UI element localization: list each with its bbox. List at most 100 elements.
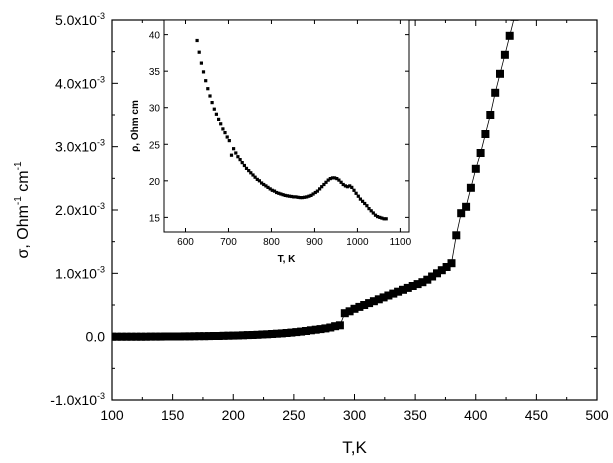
inset-data-point (294, 195, 298, 199)
y-tick-exponent: -3 (97, 138, 105, 148)
inset-data-point (330, 176, 335, 180)
main-data-point (239, 331, 247, 340)
inset-data-point (240, 161, 244, 165)
inset-data-point (251, 173, 255, 177)
y-tick-exponent: -3 (97, 11, 105, 21)
main-data-point (156, 332, 165, 341)
main-plot: 100 150 200 250 300 350 400 450 500-1.0x10-30.01… (13, 11, 609, 457)
inset-data-point (229, 153, 234, 157)
y-tick-label: 3.0x10-3 (55, 138, 105, 155)
y-tick-mantissa: 0.0 (86, 329, 106, 345)
inset-x-tick-label: 800 (263, 237, 280, 248)
inset-data-point (214, 112, 218, 116)
main-data-point (360, 301, 369, 309)
x-tick-label: 100 (100, 407, 124, 423)
main-data-point (437, 266, 446, 275)
inset-data-point (264, 184, 268, 188)
main-data-point (350, 304, 359, 313)
inset-data-point (303, 195, 307, 199)
inset-data-point (199, 61, 203, 65)
inset-data-point (335, 177, 339, 181)
inset-data-point (348, 184, 352, 188)
main-data-point (369, 297, 378, 306)
inset-data-point (285, 194, 289, 198)
main-data-point (457, 209, 466, 218)
inset-data-point (281, 193, 285, 197)
y-tick-exponent: -3 (97, 264, 105, 274)
inset-data-point (272, 189, 277, 193)
main-data-point (403, 283, 412, 292)
y-tick-label: 0.0 (86, 329, 106, 345)
inset-data-point (307, 194, 311, 198)
inset-data-point (320, 185, 324, 189)
main-data-point (408, 282, 417, 290)
inset-data-point (345, 185, 350, 189)
inset-data-point (305, 195, 309, 199)
y-tick-exponent: -3 (97, 391, 105, 401)
y-tick-label: 4.0x10-3 (55, 74, 105, 91)
inset-data-point (311, 192, 315, 196)
main-data-point (316, 325, 325, 334)
main-data-point (151, 332, 160, 341)
inset-data-point (300, 196, 304, 200)
inset-data-point (318, 187, 322, 191)
main-data-point (447, 259, 456, 268)
y-tick-label: -1.0x10-3 (50, 391, 105, 408)
main-data-point (306, 326, 315, 335)
main-data-point (205, 332, 213, 341)
inset-data-point (236, 155, 240, 159)
inset-x-tick-label: 900 (306, 237, 323, 248)
main-data-point (491, 88, 500, 97)
inset-data-point (249, 171, 253, 175)
y-tick-exponent: -3 (97, 74, 105, 84)
inset-data-point (361, 199, 365, 203)
inset-data-point (352, 188, 356, 192)
inset-data-point (371, 211, 375, 215)
x-tick-label: 350 (403, 407, 427, 423)
main-data-point (510, 20, 519, 21)
y-tick-mantissa: -1.0x10 (50, 392, 97, 408)
inset-data-point (206, 87, 210, 91)
inset-data-point (354, 191, 358, 195)
inset-data-point (260, 181, 264, 185)
main-data-point (496, 69, 504, 78)
inset-x-tick-label: 1000 (346, 237, 369, 248)
inset-data-point (223, 131, 227, 135)
y-tick-exponent: -3 (97, 201, 105, 211)
inset-data-point (262, 182, 266, 187)
y-tick-mantissa: 4.0x10 (55, 75, 97, 91)
main-data-point (442, 263, 451, 271)
x-tick-label: 400 (464, 407, 488, 423)
inset-data-point (201, 70, 206, 74)
main-data-point (505, 31, 514, 40)
main-data-point (263, 330, 272, 339)
inset-data-point (197, 50, 201, 54)
inset-data-point (341, 182, 345, 187)
inset-plot: 600 700 800 900 1000 1100 15 20 25 30 35 40 T, K ρ, O… (130, 19, 412, 265)
inset-data-point (378, 215, 382, 219)
inset-data-point (219, 122, 223, 126)
main-data-point (481, 130, 490, 138)
y-tick-label: 5.0x10-3 (55, 11, 105, 28)
main-data-point (175, 332, 184, 341)
main-data-point (384, 291, 393, 300)
inset-data-point (309, 193, 313, 197)
inset-data-point (268, 187, 272, 191)
main-data-point (166, 332, 175, 341)
y-tick-mantissa: 1.0x10 (55, 265, 97, 281)
inset-x-tick-label: 1100 (390, 237, 412, 248)
main-data-point (243, 331, 252, 340)
inset-data-point (266, 185, 270, 189)
inset-data-point (298, 196, 302, 200)
main-data-point (452, 231, 461, 240)
main-data-point (399, 285, 407, 294)
inset-data-point (382, 217, 386, 221)
inset-data-point (333, 176, 337, 180)
inset-data-point (367, 207, 371, 211)
y-tick-label: 1.0x10-3 (55, 264, 105, 281)
main-data-point (127, 332, 136, 341)
x-tick-label: 200 (222, 407, 246, 423)
inset-data-point (363, 201, 367, 206)
main-data-point (466, 183, 475, 192)
main-data-point (195, 332, 204, 341)
